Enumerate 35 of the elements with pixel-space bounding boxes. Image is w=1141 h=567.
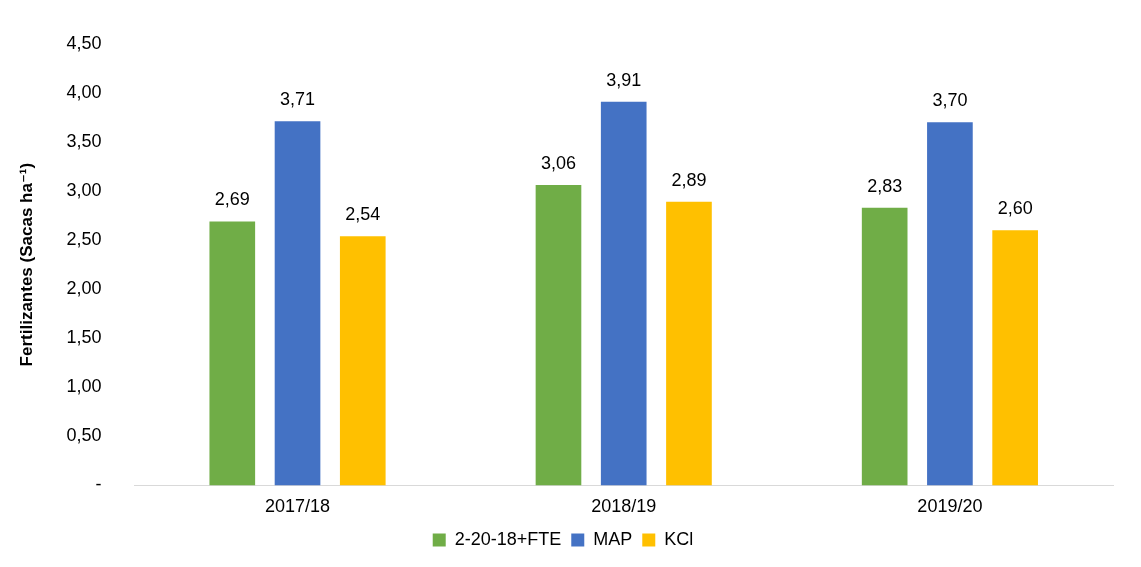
data-label: 3,06 (540, 153, 576, 174)
data-label: 2,89 (671, 169, 707, 190)
y-tick-label: 2,00 (66, 278, 102, 299)
data-label: 2,60 (997, 198, 1033, 219)
bar (339, 236, 386, 486)
legend-label: MAP (593, 528, 633, 549)
x-tick-label: 2017/18 (264, 496, 331, 517)
y-tick-label: 4,00 (66, 81, 102, 102)
bar (274, 121, 321, 486)
data-label: 3,70 (932, 90, 968, 111)
y-tick-label: 3,00 (66, 179, 102, 200)
y-tick-label: 3,50 (66, 130, 102, 151)
y-tick-label: 0,50 (66, 425, 102, 446)
y-tick-label: 1,00 (66, 376, 102, 397)
y-tick-label: - (95, 474, 102, 495)
bar (666, 201, 712, 486)
data-label: 3,91 (606, 69, 642, 90)
bar (535, 185, 582, 486)
data-label: 3,71 (280, 89, 316, 110)
bar (992, 230, 1038, 486)
y-tick-label: 1,50 (66, 327, 102, 348)
y-tick-label: 4,50 (66, 32, 102, 53)
data-label: 2,69 (214, 189, 250, 210)
bar (927, 122, 973, 486)
x-tick-label: 2019/20 (917, 496, 983, 517)
bar (861, 207, 908, 486)
x-tick-label: 2018/19 (591, 496, 657, 517)
y-axis-title: Fertilizantes (Sacas ha⁻¹) (16, 162, 36, 367)
legend-label: KCl (664, 528, 694, 549)
y-tick-label: 2,50 (66, 229, 102, 250)
data-label: 2,54 (345, 204, 381, 225)
legend-label: 2-20-18+FTE (454, 528, 562, 549)
bar (600, 101, 647, 486)
bar (209, 221, 256, 486)
data-label: 2,83 (867, 175, 903, 196)
